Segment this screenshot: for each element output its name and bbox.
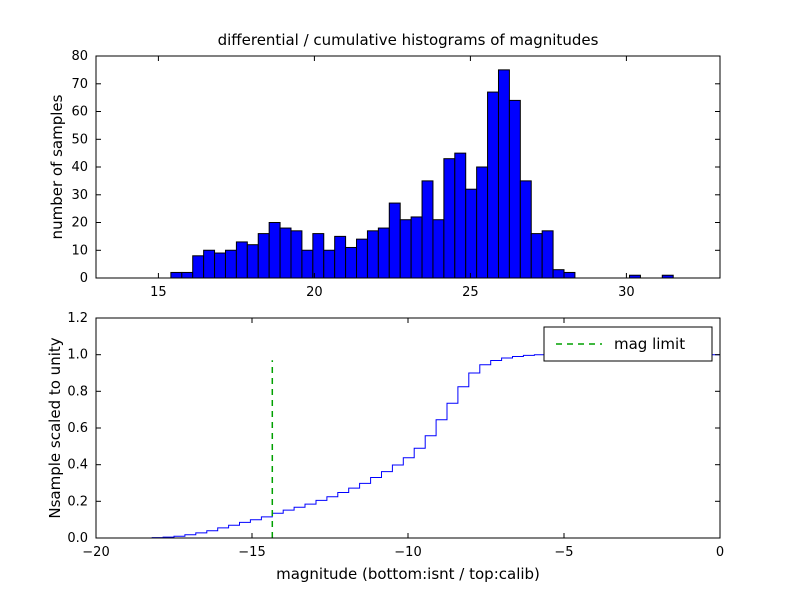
histogram-bar [279, 227, 292, 279]
histogram-bar [323, 249, 336, 279]
histogram-bar [487, 91, 499, 279]
histogram-bar [203, 249, 216, 279]
x-tick-label: −15 [238, 545, 265, 560]
y-tick-label: 1.2 [67, 311, 88, 326]
histogram-bar [497, 69, 510, 279]
histogram-bar [563, 271, 576, 279]
histogram-bar [290, 230, 303, 279]
y-tick-label: 0.0 [67, 531, 88, 546]
y-tick-label: 20 [71, 216, 88, 231]
y-tick-label: 40 [71, 160, 88, 175]
histogram-bar [181, 271, 194, 279]
histogram-bar [377, 227, 390, 279]
y-tick-label: 0 [80, 271, 88, 286]
x-tick-label: −10 [394, 545, 421, 560]
histogram-bar [508, 99, 521, 279]
y-tick-label: 10 [71, 243, 88, 258]
histogram-bar [552, 269, 565, 279]
histogram-bars [170, 69, 674, 279]
histogram-bar [541, 230, 554, 279]
histogram-bar [312, 233, 325, 279]
histogram-bar [421, 180, 434, 279]
histogram-bar [257, 233, 270, 279]
y-tick-label: 80 [71, 49, 88, 64]
cumulative-step-line [151, 354, 720, 539]
histogram-bar [192, 255, 205, 279]
differential-histogram-plot: 15 20 25 30 0 10 20 30 40 50 60 70 80 [71, 49, 721, 300]
histogram-bar [356, 238, 368, 279]
x-tick-label: 15 [150, 285, 167, 300]
x-tick-label: −20 [82, 545, 109, 560]
histogram-bar [519, 180, 532, 279]
histogram-bar [410, 216, 423, 279]
y-tick-label: 60 [71, 105, 88, 120]
top-y-axis-label: number of samples [48, 94, 66, 239]
y-tick-label: 70 [71, 77, 88, 92]
y-tick-label: 0.6 [67, 421, 88, 436]
bottom-y-axis-label: Nsample scaled to unity [46, 337, 64, 518]
histogram-bar [399, 219, 412, 279]
y-tick-label: 0.2 [67, 494, 88, 509]
histogram-bar [443, 158, 456, 279]
y-tick-label: 30 [71, 188, 88, 203]
histogram-bar [366, 230, 379, 279]
chart-title: differential / cumulative histograms of … [218, 31, 599, 49]
histogram-bar [235, 241, 248, 279]
legend: mag limit [543, 326, 713, 362]
histogram-bar [454, 152, 467, 279]
histogram-bar [214, 252, 226, 279]
histogram-bar [432, 219, 445, 279]
histogram-bar [334, 235, 347, 279]
y-tick-label: 1.0 [67, 348, 88, 363]
y-tick-label: 0.8 [67, 384, 88, 399]
histogram-bar [530, 233, 543, 279]
x-tick-label: 0 [716, 545, 724, 560]
x-tick-label: 20 [306, 285, 323, 300]
x-tick-label: 25 [462, 285, 479, 300]
histogram-bar [268, 222, 281, 279]
histogram-bar [170, 271, 183, 279]
x-tick-label: 30 [618, 285, 635, 300]
histogram-bar [224, 249, 237, 279]
y-tick-label: 50 [71, 132, 88, 147]
y-tick-label: 0.4 [67, 458, 88, 473]
histogram-bar [301, 249, 314, 279]
legend-label: mag limit [614, 335, 685, 353]
x-tick-label: −5 [554, 545, 573, 560]
cumulative-histogram-plot: −20 −15 −10 −5 0 0.0 0.2 0.4 0.6 0.8 1.0 1.2 [67, 311, 724, 560]
histogram-bar [388, 202, 401, 279]
x-axis-label: magnitude (bottom:isnt / top:calib) [276, 565, 540, 583]
histogram-bar [465, 188, 478, 279]
histogram-bar [345, 246, 358, 279]
histogram-bar [246, 244, 259, 279]
histogram-bar [476, 166, 489, 279]
